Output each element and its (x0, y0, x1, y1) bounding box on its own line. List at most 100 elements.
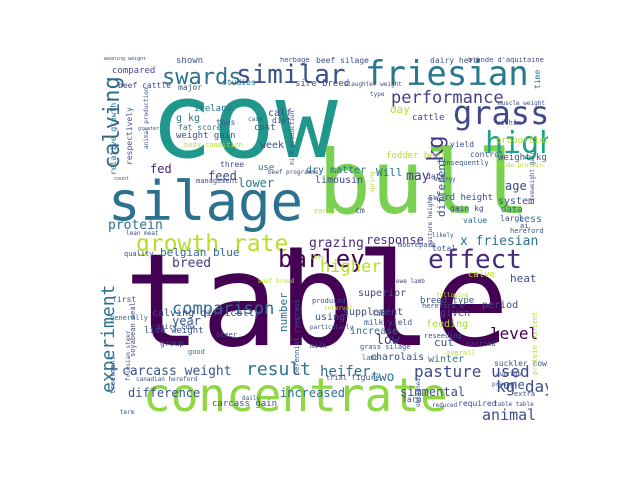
word-group: group (160, 339, 185, 348)
word-blonde-daquitaine: blonde d'aquitaine (468, 57, 544, 64)
word-treatment: treatment (109, 356, 117, 394)
word-heifer: heifer (320, 364, 371, 380)
word-cloud: table cow bull silage concentrate friesi… (98, 57, 548, 424)
word-crude-protein: crude protein (496, 162, 543, 169)
word-beef-cattle: beef cattle (118, 81, 171, 90)
word-time: time (533, 69, 542, 89)
word-feed: feed (208, 169, 237, 183)
word-milk: milk (310, 342, 327, 350)
word-high: high (485, 126, 548, 161)
word-protein: protein (108, 218, 163, 233)
word-lamb: lamb (362, 354, 379, 362)
word-winter: winter (428, 354, 465, 365)
word-hereford: hereford (510, 227, 544, 235)
word-charolais: charolais (370, 352, 425, 363)
word-fed: fed (150, 162, 172, 176)
word-may: may (406, 169, 430, 184)
word-hereford-x: hereford x (422, 302, 465, 310)
word-swards: swards (162, 65, 242, 90)
word-respectively: respectively (125, 107, 134, 165)
word-dairy-herd: dairy herd (430, 57, 479, 65)
word-sire-breed: sire breed (295, 79, 350, 89)
word-total: total (432, 244, 457, 253)
word-generally: generally (110, 314, 148, 322)
word-barley: barley (278, 245, 365, 273)
word-greater: greater (138, 126, 160, 132)
word-farm: farm (402, 395, 422, 404)
word-week: week (260, 140, 285, 151)
word-use: use (258, 163, 275, 173)
word-suckler-cow: suckler cow (494, 359, 547, 368)
word-increased: increased (280, 386, 346, 400)
word-cow: cow (150, 60, 338, 182)
word-simmental: simmental (400, 385, 466, 399)
word-effect: effect (428, 245, 522, 275)
word-pasture-height: pasture height (427, 196, 434, 247)
word-ireland: ireland (194, 104, 232, 114)
word-weight-kg: weight kg (498, 153, 547, 163)
word-within: within (496, 119, 522, 127)
word-sward-height: sward height (428, 193, 494, 203)
word-proportion: proportion (496, 136, 548, 146)
word-date: date (426, 172, 446, 181)
word-feeding: feeding (426, 319, 469, 330)
word-required: required (458, 399, 497, 408)
word-overall: overall (446, 349, 476, 357)
word-year: year (172, 314, 201, 328)
word-similar: similar (236, 60, 346, 90)
word-beef-breed: beef breed (258, 278, 295, 285)
word-one: one (503, 378, 525, 392)
word-cost: cost (254, 123, 276, 133)
word-fodder-beet: fodder beet (386, 151, 446, 161)
word-slaughter-weight: slaughter weight (344, 81, 402, 88)
word-calf: calf (268, 108, 293, 119)
word-type: type (370, 91, 385, 98)
word-lean-meat: lean meat (126, 230, 159, 237)
word-growth-rate: growth rate (136, 231, 289, 257)
word-interval: interval (324, 305, 353, 312)
word-early: early (314, 207, 336, 215)
word-thus: thus (216, 118, 236, 127)
word-data: data (501, 205, 523, 215)
word-less: less (518, 214, 543, 225)
word-animal: animal (482, 406, 537, 424)
word-first: first (112, 295, 137, 304)
word-live-weight: live weight (144, 326, 204, 336)
word-consequently: consequently (438, 159, 489, 167)
word-gain-kg: gain kg (450, 204, 484, 213)
word-good: good (188, 348, 205, 356)
word-cut: cut (434, 336, 454, 349)
word-carcass-weight: carcass weight (122, 364, 232, 379)
word-supplement: supplement (343, 307, 404, 318)
word-age: age (505, 179, 527, 193)
word-system: system (498, 196, 535, 207)
word-muscle-weight: muscle weight (498, 100, 545, 107)
word-energy: energy (434, 176, 456, 183)
word-reduced: reduced (432, 402, 458, 409)
word-shown: shown (176, 57, 204, 66)
word-milk-yield: milk yield (364, 318, 413, 327)
word-milk-production: milk production (289, 110, 296, 165)
word-limousin: limousin (315, 175, 364, 186)
word-lower: lower (238, 176, 275, 190)
word-case: case (248, 116, 263, 123)
word-body-condition: body condition (184, 141, 244, 149)
word-canadian-hereford: canadian hereford (136, 376, 198, 383)
word-friesian: friesian (365, 57, 529, 94)
word-present: present (492, 381, 518, 388)
word-comparison: comparison (172, 299, 275, 319)
word-steer: steer (216, 331, 238, 339)
word-beef-silage: beef silage (316, 57, 369, 65)
word-diet: diet (272, 116, 292, 125)
word-perennial-ryegrass: perennial ryegrass (293, 299, 301, 375)
word-term: term (120, 409, 135, 416)
word-major: major (178, 83, 203, 92)
word-g-kg: g kg (176, 113, 201, 124)
word-silage: silage (108, 170, 304, 233)
word-performance: performance (391, 88, 504, 108)
word-trial: trial (326, 374, 348, 382)
word-grass: grass (453, 94, 548, 132)
word-control: control (470, 150, 504, 159)
word-fat-score: fat score (178, 123, 222, 132)
word-cattle: cattle (412, 113, 445, 123)
